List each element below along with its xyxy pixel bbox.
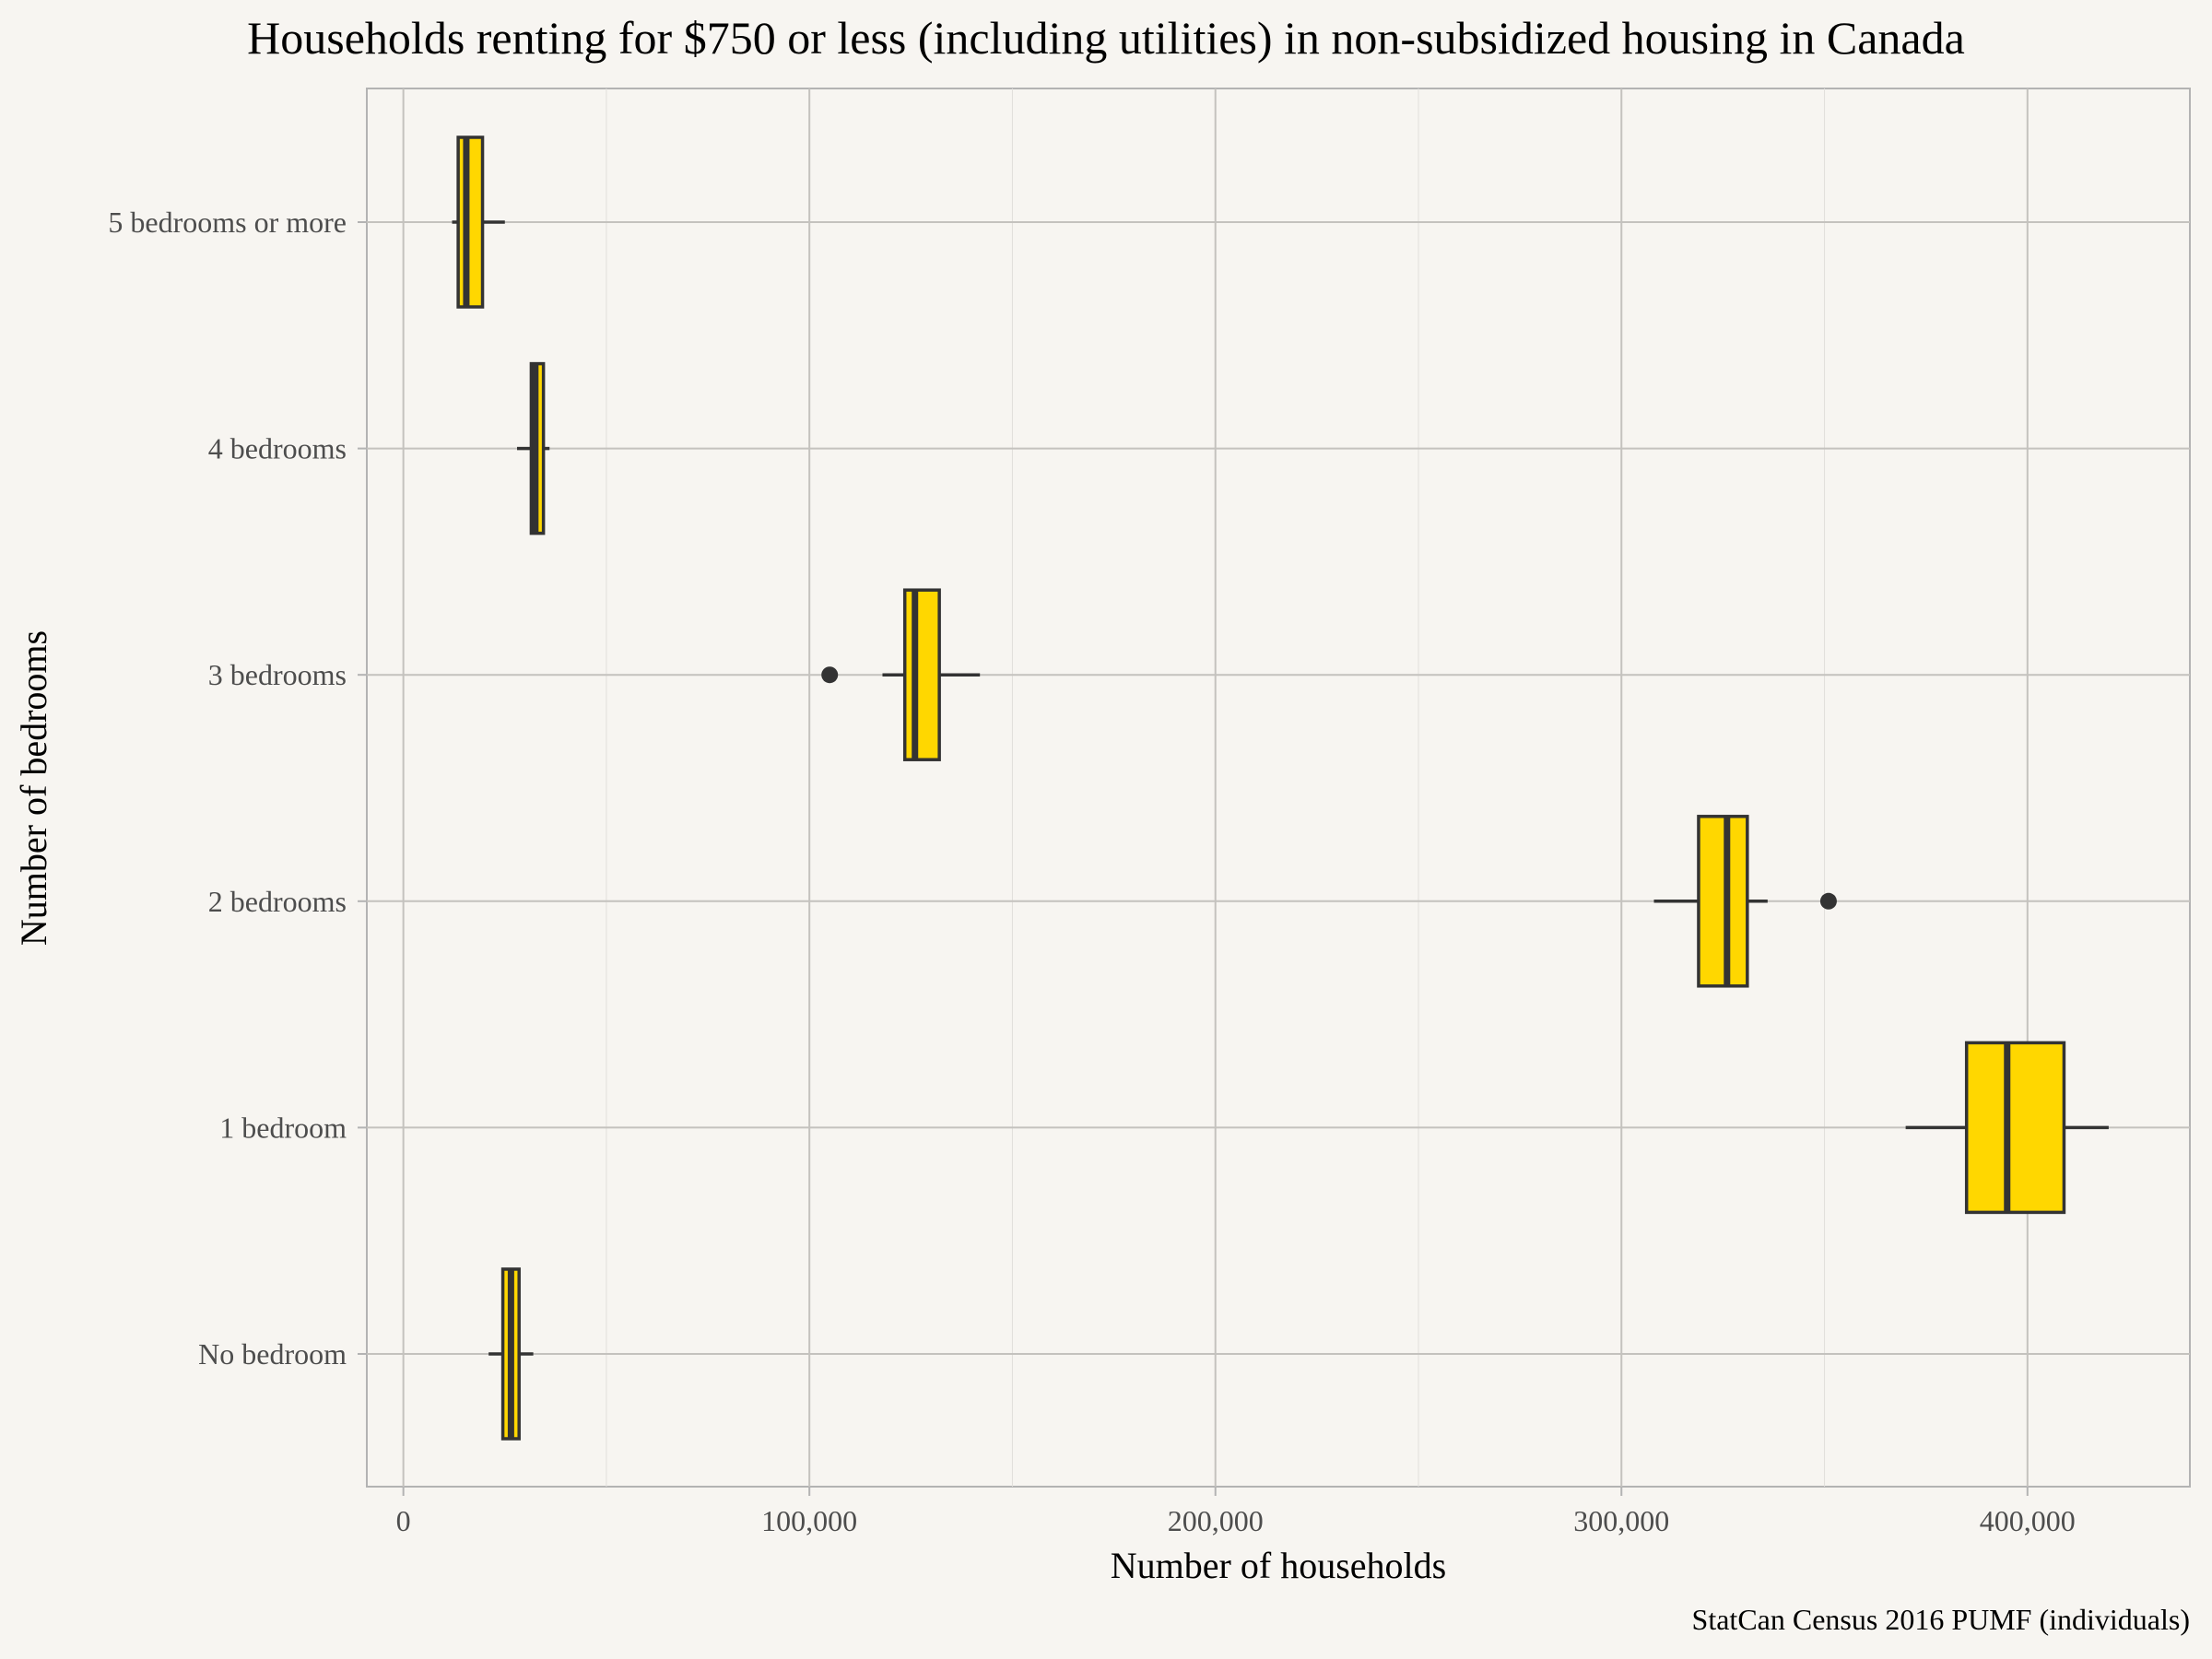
- x-tick-label: 400,000: [1980, 1504, 2076, 1537]
- y-tick-label: 2 bedrooms: [208, 885, 347, 918]
- x-tick-label: 200,000: [1168, 1504, 1264, 1537]
- plot-panel: [366, 88, 2191, 1488]
- box-iqr: [1964, 1041, 2066, 1215]
- chart-caption: StatCan Census 2016 PUMF (individuals): [1692, 1603, 2190, 1636]
- outlier-point: [1819, 892, 1837, 910]
- axis-ticks: 0 100,000 200,000 300,000 400,000 No bedroom 1…: [108, 206, 2075, 1537]
- outlier-point: [821, 666, 839, 684]
- y-tick-label: No bedroom: [198, 1337, 347, 1371]
- x-tick-label: 0: [396, 1504, 411, 1537]
- box-iqr: [456, 135, 485, 309]
- x-tick-label: 100,000: [761, 1504, 857, 1537]
- box-iqr: [902, 588, 941, 761]
- grid-lines: [367, 88, 2190, 1487]
- y-axis-title: Number of bedrooms: [13, 630, 54, 946]
- y-tick-label: 4 bedrooms: [208, 432, 347, 465]
- y-tick-label: 1 bedroom: [219, 1111, 347, 1144]
- x-tick-label: 300,000: [1573, 1504, 1669, 1537]
- chart-title: Households renting for $750 or less (inc…: [247, 12, 1965, 64]
- x-axis-title: Number of households: [1111, 1545, 1446, 1586]
- box-series: [452, 135, 2109, 1441]
- box-iqr: [1697, 815, 1749, 988]
- y-tick-label: 3 bedrooms: [208, 658, 347, 691]
- y-tick-label: 5 bedrooms or more: [108, 206, 347, 239]
